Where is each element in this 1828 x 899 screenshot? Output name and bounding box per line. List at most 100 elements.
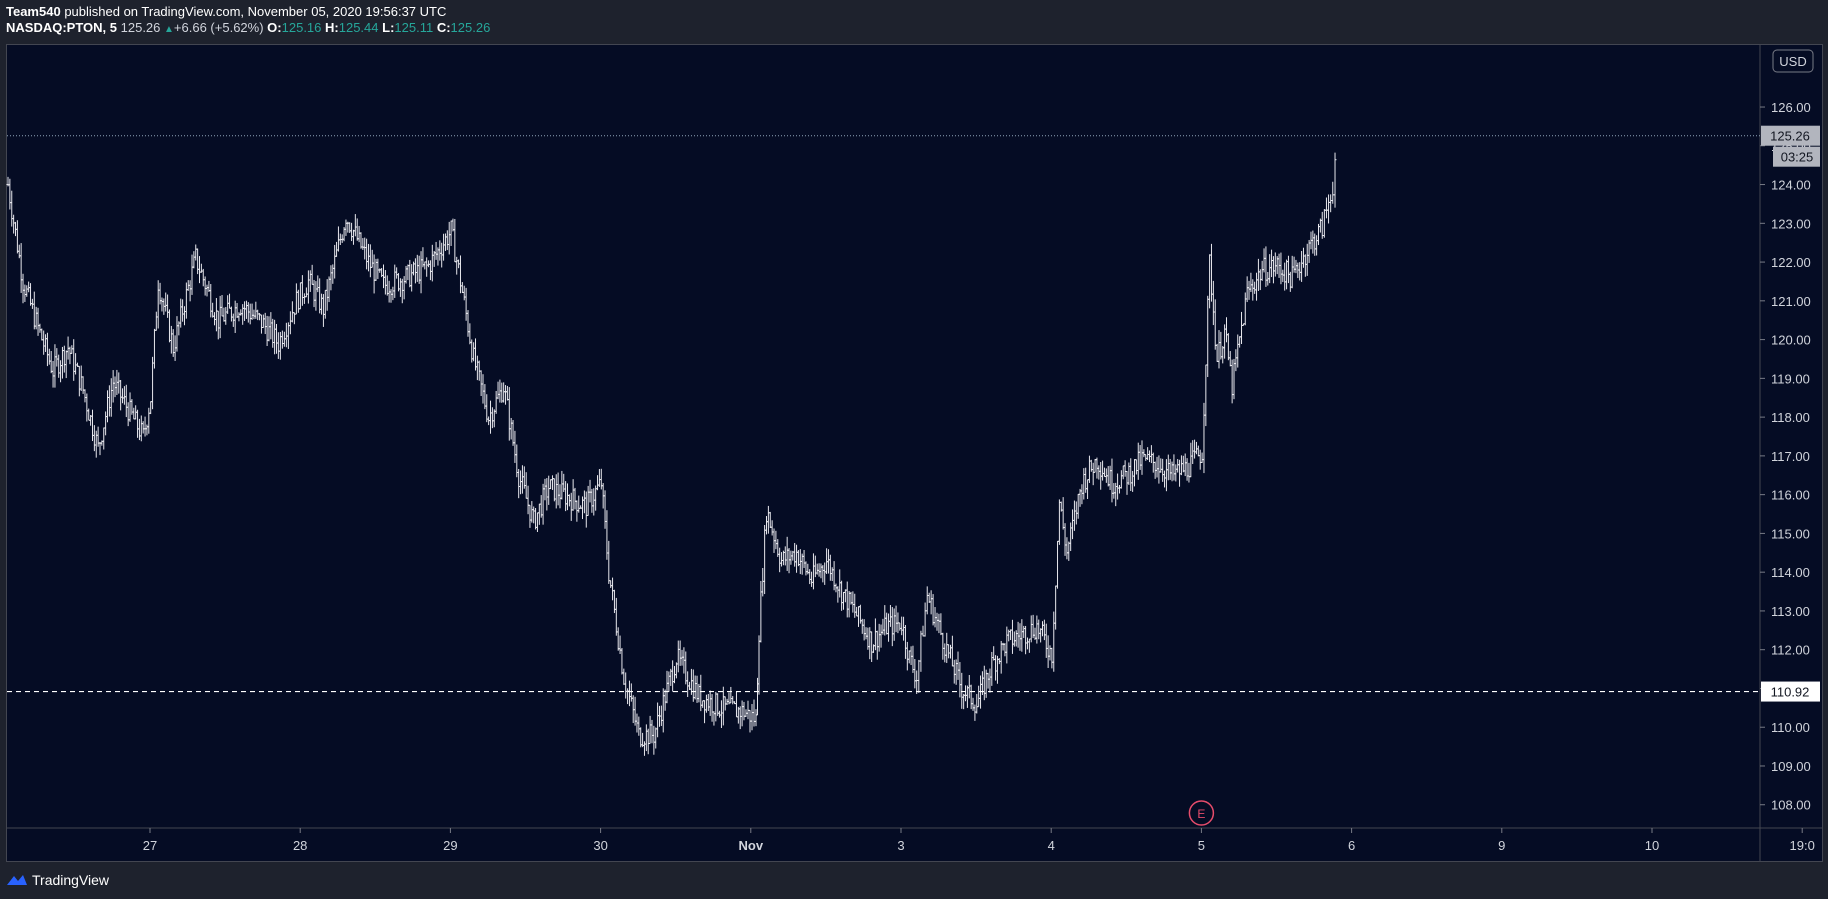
ohlc-bar <box>438 240 442 261</box>
ohlc-bar <box>139 415 143 442</box>
ohlc-bar <box>443 233 447 251</box>
ohlc-bar <box>434 241 438 260</box>
ohlc-bar <box>1063 523 1067 556</box>
ohlc-bar <box>252 309 256 320</box>
author-name[interactable]: Team540 <box>6 4 61 19</box>
ohlc-bar <box>808 569 812 585</box>
ohlc-bar <box>1331 181 1335 204</box>
ohlc-bar <box>919 630 923 672</box>
ohlc-bar <box>128 392 132 422</box>
ohlc-bar <box>359 232 363 249</box>
ohlc-bar <box>259 314 263 334</box>
close-value: 125.26 <box>450 20 491 35</box>
ohlc-bar <box>1313 233 1317 256</box>
ohlc-bar <box>59 360 63 383</box>
ohlc-bar <box>894 605 898 633</box>
ohlc-bar <box>410 264 414 292</box>
ohlc-bar <box>960 672 964 709</box>
ohlc-bar <box>453 218 457 263</box>
ohlc-bar <box>462 285 466 301</box>
ohlc-bar <box>1240 311 1244 344</box>
ohlc-bar <box>1069 522 1073 552</box>
ohlc-bar <box>254 301 258 319</box>
ohlc-bar <box>825 548 829 574</box>
ohlc-bar <box>166 294 170 318</box>
ohlc-bar <box>992 646 996 661</box>
y-tick-label: 120.00 <box>1771 333 1811 348</box>
earnings-event-label[interactable]: E <box>1197 807 1205 821</box>
chart-pane[interactable] <box>6 44 1823 862</box>
ohlc-bar <box>659 705 663 726</box>
currency-button-label[interactable]: USD <box>1779 54 1806 69</box>
ohlc-bar <box>821 565 825 583</box>
ohlc-bar <box>789 550 793 565</box>
ohlc-bar <box>815 563 819 575</box>
ohlc-bar <box>15 220 19 254</box>
ohlc-bar <box>950 635 954 667</box>
ohlc-bar <box>449 220 453 246</box>
ohlc-bar <box>1196 445 1200 457</box>
ohlc-bar <box>481 374 485 404</box>
ohlc-bar <box>363 237 367 260</box>
ohlc-bar <box>845 581 849 618</box>
ohlc-bar <box>661 688 665 733</box>
ohlc-bar <box>1009 629 1013 641</box>
ohlc-bar <box>243 301 247 321</box>
ohlc-bar <box>505 385 509 401</box>
ohlc-bar <box>830 567 834 581</box>
ohlc-bar <box>222 307 226 322</box>
ohlc-bar <box>190 254 194 295</box>
ohlc-bar <box>44 334 48 352</box>
ohlc-bar <box>1061 497 1065 530</box>
earnings-event-icon[interactable]: E <box>1188 800 1215 826</box>
x-tick-label: 4 <box>1048 838 1055 853</box>
currency-button[interactable]: USD <box>1772 49 1814 73</box>
ohlc-bar <box>838 569 842 598</box>
ohlc-bar <box>1202 402 1206 474</box>
ohlc-bar <box>302 293 306 304</box>
ohlc-bar <box>862 619 866 641</box>
ohlc-bar <box>1255 272 1259 301</box>
ohlc-bar <box>1031 614 1035 639</box>
ohlc-bar <box>385 275 389 296</box>
ohlc-bar <box>111 370 115 403</box>
ohlc-bar <box>813 555 817 578</box>
ohlc-bar <box>1014 630 1018 647</box>
ohlc-bar <box>188 280 192 302</box>
symbol-label[interactable]: NASDAQ:PTON, 5 <box>6 20 117 35</box>
ohlc-bar <box>509 417 513 440</box>
ohlc-bar <box>986 672 990 689</box>
footer-brand: TradingView <box>32 872 110 888</box>
ohlc-bar <box>296 289 300 313</box>
currency-button-box[interactable] <box>1772 49 1814 73</box>
ohlc-bar <box>442 233 446 261</box>
ohlc-bar <box>650 719 654 744</box>
ohlc-bar <box>915 670 919 694</box>
ohlc-bar <box>196 248 200 275</box>
ohlc-bar <box>81 376 85 394</box>
ohlc-bar <box>151 356 155 410</box>
ohlc-bar <box>1268 254 1272 284</box>
ohlc-bar <box>1286 255 1290 284</box>
ohlc-bar <box>740 700 744 727</box>
ohlc-bar <box>708 690 712 716</box>
ohlc-bar <box>729 686 733 704</box>
y-tick-label: 109.00 <box>1771 759 1811 774</box>
earnings-event-circle[interactable] <box>1188 800 1215 826</box>
ohlc-bar <box>428 260 432 281</box>
ohlc-bar <box>475 355 479 381</box>
ohlc-bar <box>879 624 883 648</box>
ohlc-bar <box>466 310 470 337</box>
ohlc-bar <box>415 254 419 282</box>
ohlc-bar <box>1327 194 1331 224</box>
ohlc-bar <box>1187 462 1191 483</box>
ohlc-bar <box>796 550 800 567</box>
ohlc-bar <box>665 670 669 704</box>
ohlc-bar <box>366 243 370 272</box>
publish-line: Team540 published on TradingView.com, No… <box>6 4 490 20</box>
ohlc-bar <box>235 303 239 318</box>
ohlc-bar <box>714 691 718 722</box>
ohlc-bar <box>592 488 596 516</box>
ohlc-bar <box>458 255 462 294</box>
